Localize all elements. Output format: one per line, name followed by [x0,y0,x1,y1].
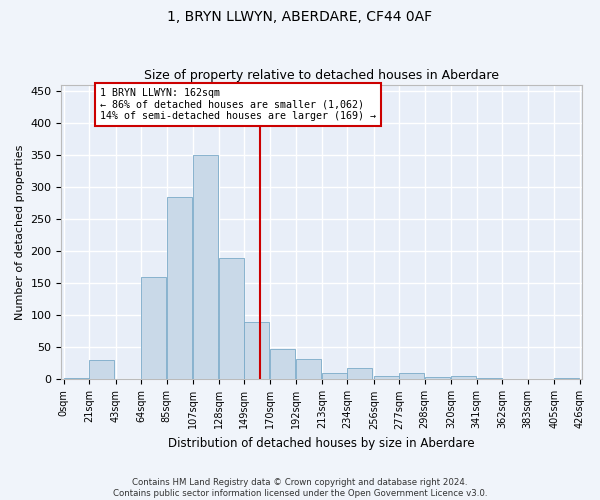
Bar [296,359,321,380]
Bar [322,373,347,380]
Bar [244,322,269,380]
Bar [399,373,424,380]
Bar [142,277,166,380]
Text: Contains HM Land Registry data © Crown copyright and database right 2024.
Contai: Contains HM Land Registry data © Crown c… [113,478,487,498]
Bar [451,376,476,380]
Bar [89,360,114,380]
X-axis label: Distribution of detached houses by size in Aberdare: Distribution of detached houses by size … [169,437,475,450]
Bar [374,376,398,380]
Text: 1 BRYN LLWYN: 162sqm
← 86% of detached houses are smaller (1,062)
14% of semi-de: 1 BRYN LLWYN: 162sqm ← 86% of detached h… [100,88,376,121]
Bar [64,378,89,380]
Bar [193,155,218,380]
Bar [270,348,295,380]
Title: Size of property relative to detached houses in Aberdare: Size of property relative to detached ho… [144,69,499,82]
Bar [219,258,244,380]
Bar [425,377,449,380]
Bar [347,368,372,380]
Bar [554,378,579,380]
Y-axis label: Number of detached properties: Number of detached properties [15,144,25,320]
Bar [477,378,502,380]
Bar [167,198,191,380]
Text: 1, BRYN LLWYN, ABERDARE, CF44 0AF: 1, BRYN LLWYN, ABERDARE, CF44 0AF [167,10,433,24]
